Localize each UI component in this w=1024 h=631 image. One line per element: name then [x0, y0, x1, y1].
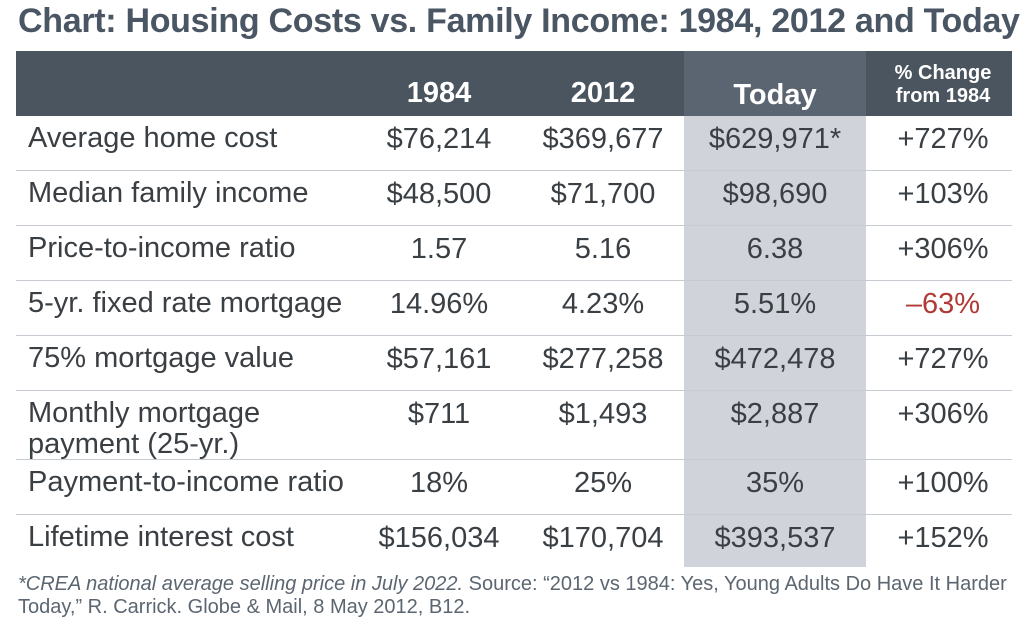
cell-2012: 25% — [573, 467, 633, 499]
cell-2012: 5.16 — [574, 233, 632, 265]
cell-pct-change: +727% — [897, 343, 989, 375]
cell-today: $98,690 — [722, 178, 828, 210]
row-label: Lifetime interest cost — [28, 521, 294, 553]
table-row: Monthly mortgage payment (25-yr.) $711 $1,… — [16, 391, 1012, 460]
table-body: Average home cost $76,214 $369,677 $629,971… — [16, 116, 1012, 567]
row-label: 5-yr. fixed rate mortgage — [28, 287, 343, 319]
cell-2012: $71,700 — [550, 178, 656, 210]
chart-title: Chart: Housing Costs vs. Family Income: … — [18, 2, 1020, 40]
row-label: Average home cost — [28, 122, 278, 154]
header-pct-change: % Change from 1984 — [874, 62, 1012, 108]
header-pct-change-line1: % Change — [894, 62, 992, 84]
footnote-source: Source: “2012 vs 1984: Yes, Young Adults… — [18, 573, 1007, 618]
header-2012: 2012 — [570, 77, 636, 109]
today-column-highlight — [684, 226, 866, 280]
today-column-highlight — [684, 116, 866, 170]
today-column-highlight — [684, 391, 866, 459]
cell-pct-change: +103% — [897, 178, 989, 210]
cell-2012: $277,258 — [542, 343, 664, 375]
table-row: Average home cost $76,214 $369,677 $629,971… — [16, 116, 1012, 171]
today-column-highlight — [684, 281, 866, 335]
table-row: 75% mortgage value $57,161 $277,258 $472,47… — [16, 336, 1012, 391]
cell-1984: $48,500 — [386, 178, 492, 210]
today-column-highlight — [684, 460, 866, 514]
cell-2012: 4.23% — [561, 288, 645, 320]
table-row: Median family income $48,500 $71,700 $98,69… — [16, 171, 1012, 226]
table-row: Payment-to-income ratio 18% 25% 35% +100% — [16, 460, 1012, 515]
cell-today: $472,478 — [714, 343, 836, 375]
table-header: 1984 2012 Today % Change from 1984 — [16, 51, 1012, 116]
cell-1984: 18% — [409, 467, 469, 499]
cell-today: 6.38 — [746, 233, 804, 265]
row-label: Median family income — [28, 177, 309, 209]
cell-pct-change: –63% — [905, 288, 981, 320]
table-row: Lifetime interest cost $156,034 $170,704 $3… — [16, 515, 1012, 567]
row-label: 75% mortgage value — [28, 342, 294, 374]
table-row: Price-to-income ratio 1.57 5.16 6.38 +306% — [16, 226, 1012, 281]
row-label: Monthly mortgage payment (25-yr.) — [28, 397, 261, 460]
header-1984: 1984 — [406, 77, 472, 109]
cell-1984: 1.57 — [410, 233, 468, 265]
cell-pct-change: +306% — [897, 398, 989, 430]
cell-pct-change: +306% — [897, 233, 989, 265]
housing-costs-table: 1984 2012 Today % Change from 1984 Avera… — [16, 51, 1012, 567]
cell-2012: $170,704 — [542, 522, 664, 554]
cell-2012: $369,677 — [542, 123, 664, 155]
cell-1984: $711 — [407, 398, 471, 430]
cell-today: $629,971* — [708, 123, 842, 155]
table-row: 5-yr. fixed rate mortgage 14.96% 4.23% 5.51… — [16, 281, 1012, 336]
footnote-asterisk-note: *CREA national average selling price in … — [18, 573, 464, 595]
cell-today: 35% — [745, 467, 805, 499]
today-column-highlight — [684, 336, 866, 390]
row-label: Payment-to-income ratio — [28, 466, 344, 498]
cell-2012: $1,493 — [558, 398, 648, 430]
header-today: Today — [684, 51, 866, 116]
header-pct-change-line2: from 1984 — [895, 85, 991, 107]
cell-today: 5.51% — [733, 288, 817, 320]
cell-1984: $76,214 — [386, 123, 492, 155]
cell-pct-change: +152% — [897, 522, 989, 554]
row-label: Price-to-income ratio — [28, 232, 296, 264]
today-column-highlight — [684, 515, 866, 567]
cell-1984: $57,161 — [386, 343, 492, 375]
cell-pct-change: +727% — [897, 123, 989, 155]
cell-today: $2,887 — [730, 398, 820, 430]
cell-1984: $156,034 — [378, 522, 500, 554]
footnote: *CREA national average selling price in … — [18, 573, 1018, 619]
cell-today: $393,537 — [714, 522, 836, 554]
cell-pct-change: +100% — [897, 467, 989, 499]
today-column-highlight — [684, 171, 866, 225]
cell-1984: 14.96% — [389, 288, 489, 320]
